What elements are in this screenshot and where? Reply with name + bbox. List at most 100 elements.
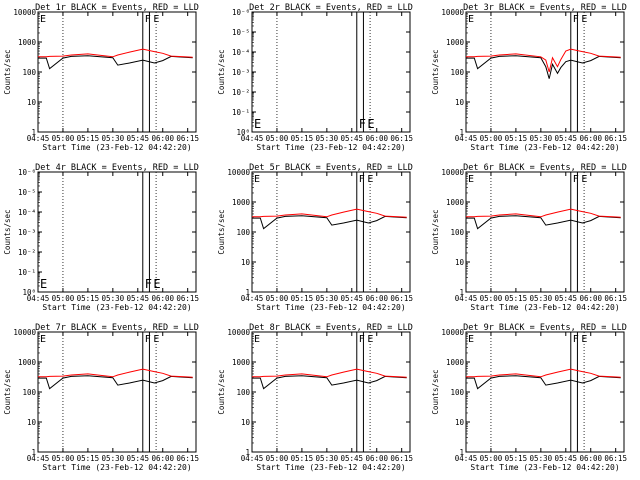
flag-label-e: E [581,174,587,185]
panel-8: Det 8r BLACK = Events, RED = LLD 1 10 100 10… [217,323,413,472]
y-tick-label: 10⁰ [22,288,36,297]
x-tick-label: 05:00 [266,134,289,143]
x-tick-label: 04:45 [241,454,264,463]
y-tick-label: 1000 [18,38,37,47]
panel-title: Det 5r BLACK = Events, RED = LLD [249,163,413,173]
x-tick-label: 06:15 [604,454,627,463]
x-tick-label: 04:45 [241,134,264,143]
x-tick-label: 06:15 [390,134,413,143]
y-tick-label: 10⁻⁵ [232,28,250,37]
x-tick-label: 05:15 [77,134,100,143]
flag-label-f: F [359,174,365,185]
x-tick-label: 05:00 [266,454,289,463]
x-tick-label: 04:45 [27,294,50,303]
y-tick-label: 10⁻³ [18,228,36,237]
y-tick-label: 10⁻² [18,248,36,257]
flag-label-e-left: E [468,174,474,185]
x-tick-label: 05:30 [316,134,339,143]
panel-title: Det 8r BLACK = Events, RED = LLD [249,323,413,333]
y-tick-label: 10 [27,418,37,427]
flag-label-e: E [581,334,587,345]
panel-3: Det 3r BLACK = Events, RED = LLD 1 10 100 10… [431,3,627,152]
y-tick-label: 10000 [441,8,464,17]
series-lld-line [38,48,193,58]
plot-frame [465,171,625,293]
panel-title: Det 4r BLACK = Events, RED = LLD [35,163,199,173]
x-tick-label: 06:00 [365,294,388,303]
y-axis-label: Counts/sec [3,209,12,254]
x-tick-label: 05:15 [505,454,528,463]
flag-label-e: E [153,334,159,345]
series-events-line [252,375,407,390]
y-tick-label: 100 [236,228,250,237]
x-axis-label: Start Time (23-Feb-12 04:42:20) [42,303,191,312]
series-lld-line [466,368,621,378]
flag-label-e: E [367,334,373,345]
y-tick-label: 1000 [446,358,465,367]
y-tick-label: 1000 [446,38,465,47]
x-tick-label: 05:00 [480,454,503,463]
flag-label-f: F [573,174,579,185]
x-tick-label: 05:45 [341,454,364,463]
series-lld-line [466,48,621,73]
y-tick-label: 10000 [441,328,464,337]
flag-label-e-left: E [40,14,46,25]
flag-label-f: F [573,334,579,345]
x-axis-label: Start Time (23-Feb-12 04:42:20) [256,303,405,312]
x-tick-label: 06:00 [151,134,174,143]
flag-label-e: E [367,174,373,185]
x-axis-label: Start Time (23-Feb-12 04:42:20) [470,143,619,152]
y-tick-label: 100 [22,388,36,397]
y-tick-label: 1 [31,448,36,457]
panel-5: Det 5r BLACK = Events, RED = LLD 1 10 100 10… [217,163,413,312]
x-tick-label: 05:00 [52,294,75,303]
flag-label-f: F [145,334,151,345]
y-tick-label: 10000 [227,168,250,177]
y-tick-label: 10000 [441,168,464,177]
x-tick-label: 05:15 [291,134,314,143]
y-tick-label: 10 [455,98,465,107]
x-tick-label: 06:00 [151,294,174,303]
flag-label-f: F [359,334,365,345]
x-tick-label: 05:15 [77,454,100,463]
x-tick-label: 05:30 [102,134,125,143]
y-tick-label: 100 [22,68,36,77]
y-tick-label: 100 [450,228,464,237]
x-tick-label: 05:45 [127,134,150,143]
x-tick-label: 04:45 [27,134,50,143]
x-axis-label: Start Time (23-Feb-12 04:42:20) [42,143,191,152]
x-tick-label: 06:15 [176,454,199,463]
flag-label-e-left: E [254,334,260,345]
panel-1: Det 1r BLACK = Events, RED = LLD 1 10 100 10… [3,3,199,152]
y-tick-label: 1 [31,128,36,137]
y-axis-label: Counts/sec [431,369,440,414]
x-tick-label: 05:45 [555,294,578,303]
x-tick-label: 05:30 [530,134,553,143]
x-tick-label: 06:00 [365,454,388,463]
flag-label-f: F [145,277,152,291]
x-tick-label: 05:30 [316,454,339,463]
x-tick-label: 05:45 [127,454,150,463]
y-tick-label: 10000 [13,8,36,17]
x-tick-label: 05:00 [480,134,503,143]
x-tick-label: 04:45 [455,134,478,143]
x-tick-label: 05:15 [291,454,314,463]
y-axis-label: Counts/sec [217,369,226,414]
x-tick-label: 06:00 [579,294,602,303]
y-tick-label: 1000 [232,198,251,207]
y-axis-label: Counts/sec [431,209,440,254]
y-tick-label: 10⁻² [232,88,250,97]
y-tick-label: 10⁻⁴ [18,208,36,217]
x-tick-label: 05:30 [530,294,553,303]
series-events-line [466,55,621,79]
y-tick-label: 10⁻⁶ [232,8,250,17]
y-axis-label: Counts/sec [431,49,440,94]
y-tick-label: 1 [245,448,250,457]
plot-frame [251,171,411,293]
x-tick-label: 05:45 [341,294,364,303]
x-tick-label: 05:00 [480,294,503,303]
x-tick-label: 05:30 [102,454,125,463]
y-tick-label: 100 [450,388,464,397]
x-tick-label: 05:30 [530,454,553,463]
